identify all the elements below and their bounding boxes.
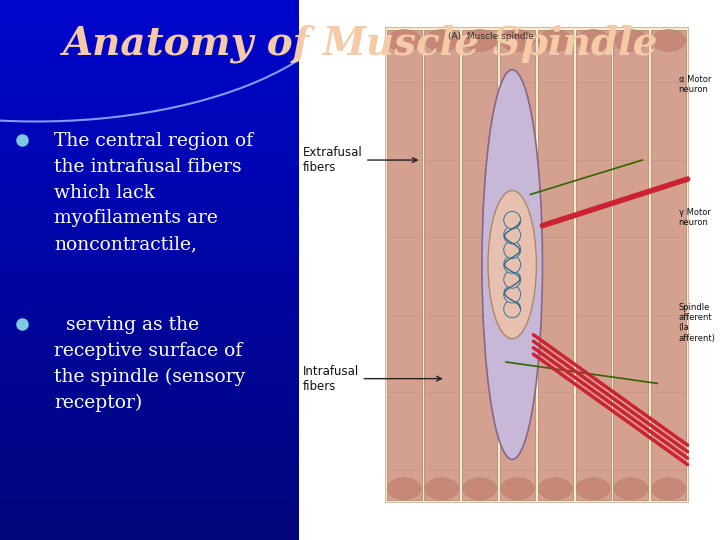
Ellipse shape bbox=[539, 30, 572, 51]
Ellipse shape bbox=[501, 30, 534, 51]
Ellipse shape bbox=[425, 478, 459, 500]
Ellipse shape bbox=[387, 30, 420, 51]
Ellipse shape bbox=[387, 478, 420, 500]
Bar bbox=[425, 30, 459, 500]
Ellipse shape bbox=[652, 30, 685, 51]
Bar bbox=[538, 30, 573, 500]
Bar bbox=[387, 30, 422, 500]
Bar bbox=[576, 30, 611, 500]
Bar bbox=[652, 30, 686, 500]
Text: The central region of
the intrafusal fibers
which lack
myofilaments are
noncontr: The central region of the intrafusal fib… bbox=[54, 132, 253, 253]
Ellipse shape bbox=[614, 30, 648, 51]
Ellipse shape bbox=[504, 256, 521, 273]
Ellipse shape bbox=[652, 478, 685, 500]
Ellipse shape bbox=[539, 478, 572, 500]
Ellipse shape bbox=[504, 226, 521, 244]
Text: Extrafusal
fibers: Extrafusal fibers bbox=[302, 146, 417, 174]
Text: Anatomy of Muscle Spindle: Anatomy of Muscle Spindle bbox=[62, 24, 658, 63]
Ellipse shape bbox=[488, 191, 536, 339]
Bar bbox=[462, 30, 497, 500]
Ellipse shape bbox=[482, 70, 542, 460]
Bar bbox=[299, 0, 720, 540]
Text: (A)  Muscle spindle: (A) Muscle spindle bbox=[448, 32, 534, 42]
Ellipse shape bbox=[463, 30, 497, 51]
Bar bbox=[613, 30, 649, 500]
Text: Spindle
afferent
(Ia
afferent): Spindle afferent (Ia afferent) bbox=[678, 302, 716, 343]
Text: Intrafusal
fibers: Intrafusal fibers bbox=[302, 364, 441, 393]
Ellipse shape bbox=[577, 30, 610, 51]
Text: serving as the
receptive surface of
the spindle (sensory
receptor): serving as the receptive surface of the … bbox=[54, 316, 246, 412]
Ellipse shape bbox=[504, 241, 521, 259]
Polygon shape bbox=[540, 0, 720, 189]
Ellipse shape bbox=[577, 478, 610, 500]
Ellipse shape bbox=[614, 478, 648, 500]
Polygon shape bbox=[612, 432, 720, 540]
Ellipse shape bbox=[425, 30, 459, 51]
Text: α Motor
neuron: α Motor neuron bbox=[678, 75, 711, 94]
Bar bbox=[500, 30, 535, 500]
Ellipse shape bbox=[504, 286, 521, 303]
Ellipse shape bbox=[504, 271, 521, 288]
Text: γ Motor
neuron: γ Motor neuron bbox=[678, 207, 711, 227]
Ellipse shape bbox=[463, 478, 497, 500]
Ellipse shape bbox=[504, 212, 521, 229]
Ellipse shape bbox=[504, 300, 521, 318]
Ellipse shape bbox=[501, 478, 534, 500]
Bar bbox=[385, 27, 688, 502]
